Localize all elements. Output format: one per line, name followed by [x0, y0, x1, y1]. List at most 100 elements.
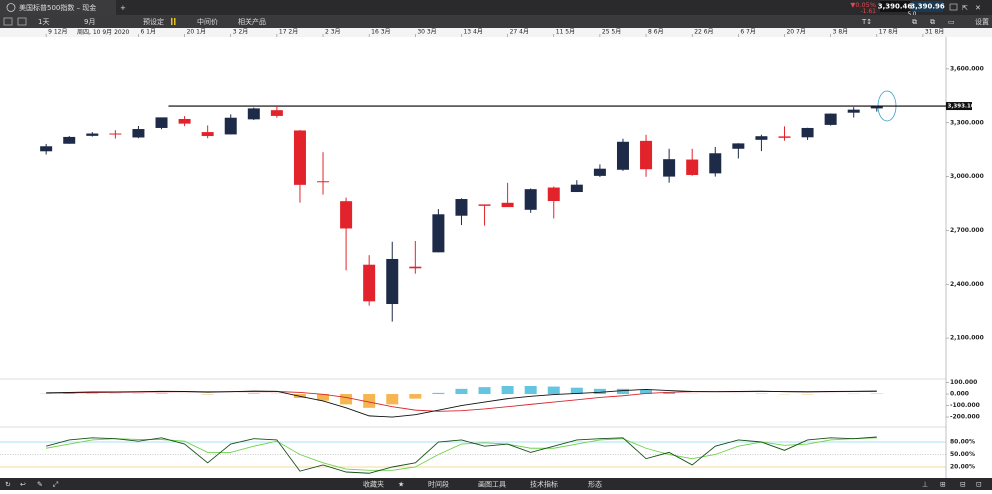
tab-title[interactable]: 美国标普500指数 – 现金 — [19, 3, 96, 12]
footer-icon[interactable]: ⊟ — [960, 481, 966, 489]
y-tick-label: 2,700.000 — [950, 227, 984, 234]
candle-body — [594, 169, 606, 176]
close-icon[interactable]: ✕ — [975, 4, 981, 12]
y-tick-label: 100.000 — [950, 379, 977, 386]
candle-body — [294, 130, 306, 184]
mid-price[interactable]: 中间价 — [197, 17, 218, 26]
candle-body — [63, 137, 75, 144]
candle-body — [86, 134, 98, 136]
y-tick-label: 3,000.000 — [950, 173, 984, 180]
stoch-d-line — [46, 438, 877, 471]
tool-icon[interactable]: ▭ — [948, 18, 955, 26]
preset[interactable]: 预设定 — [143, 17, 164, 26]
timeframe[interactable]: 时间段 — [428, 480, 449, 489]
footer-icon[interactable]: ↩ — [20, 481, 26, 489]
footer-icon[interactable]: ⊥ — [922, 481, 928, 489]
tool-icon[interactable]: ⧉ — [930, 18, 935, 26]
x-tick-label: 2 3月 — [325, 29, 341, 36]
candle-body — [871, 107, 883, 109]
candle-body — [732, 143, 744, 148]
footer-icon[interactable]: ↻ — [5, 481, 11, 489]
x-tick-label: 17 8月 — [879, 29, 898, 36]
signal-line — [46, 391, 877, 411]
favorites[interactable]: 收藏夹 — [363, 480, 384, 489]
footer-icon[interactable]: ⊡ — [976, 481, 982, 489]
interval[interactable]: 1天 — [38, 18, 49, 26]
pop-icon[interactable]: ⇱ — [962, 4, 968, 12]
star[interactable]: ★ — [398, 481, 404, 489]
candle-body — [640, 141, 652, 169]
x-tick-label: 22 6月 — [694, 29, 713, 36]
candle-body — [317, 181, 329, 182]
candle-body — [179, 119, 191, 124]
x-tick-label: 20 7月 — [786, 29, 805, 36]
drawing-tools[interactable]: 画图工具 — [478, 481, 506, 489]
mid-icon — [171, 18, 173, 25]
candle-body — [132, 129, 144, 137]
candle-body — [386, 259, 398, 304]
histogram-bar — [455, 389, 467, 394]
candle-body — [525, 189, 537, 210]
tool-icon[interactable]: ⧉ — [912, 18, 917, 26]
top-bar: 美国标普500指数 – 现金 + ▼0.05% -1.61 3,390.46 3… — [0, 0, 992, 18]
y-tick-label: 3,300.000 — [950, 119, 984, 126]
x-tick-label: 8 6月 — [648, 29, 664, 36]
candle-body — [248, 108, 260, 119]
y-tick-label: 80.00% — [950, 439, 975, 446]
y-tick-label: 20.00% — [950, 464, 975, 471]
candle-body — [802, 128, 814, 137]
y-tick-label: -100.000 — [950, 402, 980, 409]
histogram-bar — [432, 393, 444, 394]
x-tick-label: 6 7月 — [740, 29, 756, 36]
histogram-bar — [386, 394, 398, 404]
stoch-k-line — [46, 437, 877, 473]
histogram-bar — [502, 386, 514, 394]
histogram-bar — [548, 387, 560, 394]
histogram-bar — [479, 387, 491, 394]
new-tab[interactable]: + — [120, 4, 126, 12]
histogram-bar — [340, 394, 352, 404]
x-tick-label: 9 12月 — [48, 29, 67, 36]
candle-body — [709, 153, 721, 173]
candle-body — [778, 136, 790, 137]
x-tick-label: 25 5月 — [602, 29, 621, 36]
hline-label: 3,393.108 — [948, 104, 979, 110]
y-tick-label: 2,100.000 — [950, 335, 984, 342]
candle-body — [686, 160, 698, 175]
candle-body — [479, 204, 491, 205]
candle-body — [755, 136, 767, 140]
buy-price[interactable]: 3,390.96 — [910, 3, 945, 11]
tool-icon[interactable]: T↕ — [861, 18, 872, 26]
candle-body — [825, 114, 837, 125]
candle-body — [271, 110, 283, 116]
candle-body — [617, 142, 629, 170]
candle-body — [109, 134, 121, 135]
footer: ↻ ↩ ✎ ⤢ 收藏夹 ★ 时间段 画图工具 技术指标 形态 ⊥ ⊞ ⊟ ⊡ — [0, 478, 992, 490]
footer-icon[interactable]: ⤢ — [53, 481, 59, 489]
y-tick-label: 3,600.000 — [950, 65, 984, 72]
candle-body — [363, 265, 375, 302]
toolbar: 1天 9月 预设定 中间价 相关产品 设置 T↕ ⧉ ⧉ ▭ — [0, 15, 992, 28]
x-tick-label: 31 8月 — [925, 29, 944, 36]
candle-body — [571, 185, 583, 192]
candle-body — [40, 146, 52, 151]
footer-icon[interactable]: ✎ — [37, 481, 43, 489]
settings[interactable]: 设置 — [975, 17, 989, 26]
x-tick-label: 30 3月 — [417, 29, 436, 36]
histogram-bar — [525, 386, 537, 394]
sell-price[interactable]: 3,390.46 — [878, 3, 913, 11]
candle-body — [432, 214, 444, 252]
candle-body — [455, 199, 467, 216]
x-tick-label: 3 8月 — [833, 29, 849, 36]
range[interactable]: 9月 — [84, 18, 95, 26]
candle-body — [502, 203, 514, 207]
related[interactable]: 相关产品 — [238, 17, 266, 26]
footer-icon[interactable]: ⊞ — [940, 481, 946, 489]
patterns[interactable]: 形态 — [588, 480, 602, 489]
candle-body — [340, 201, 352, 228]
candle-body — [548, 188, 560, 201]
indicators[interactable]: 技术指标 — [530, 480, 558, 489]
